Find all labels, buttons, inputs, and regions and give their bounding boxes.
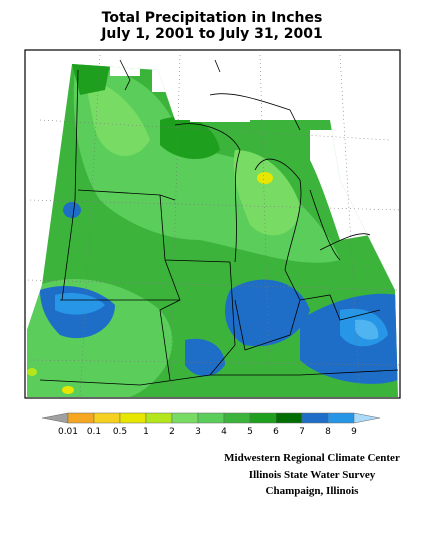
map-subtitle: July 1, 2001 to July 31, 2001 <box>100 26 323 42</box>
legend-swatch <box>223 412 251 424</box>
legend-swatch <box>327 412 355 424</box>
legend-swatch <box>171 412 199 424</box>
legend-swatch <box>119 412 147 424</box>
credit-line: Champaign, Illinois <box>266 485 360 497</box>
legend-tick-label: 3 <box>195 427 201 437</box>
legend: 0.01 0.1 0.5 1 2 3 4 5 6 7 8 9 <box>41 412 381 437</box>
legend-tick-label: 9 <box>351 427 357 437</box>
legend-tick-label: 2 <box>169 427 175 437</box>
legend-tick-label: 5 <box>247 427 253 437</box>
legend-tick-label: 7 <box>299 427 305 437</box>
legend-swatch <box>301 412 329 424</box>
legend-tick-label: 0.1 <box>87 427 101 437</box>
legend-swatch <box>249 412 277 424</box>
map <box>24 49 401 399</box>
credit-line: Midwestern Regional Climate Center <box>224 452 400 464</box>
legend-tick-label: 0.01 <box>58 427 78 437</box>
credit-line: Illinois State Water Survey <box>249 469 376 481</box>
legend-swatch <box>41 412 69 424</box>
legend-swatch <box>145 412 173 424</box>
legend-swatch <box>93 412 121 424</box>
legend-swatch <box>275 412 303 424</box>
legend-tick-label: 6 <box>273 427 279 437</box>
legend-tick-label: 0.5 <box>113 427 127 437</box>
map-title: Total Precipitation in Inches <box>102 10 323 26</box>
legend-swatch <box>67 412 95 424</box>
legend-tick-label: 4 <box>221 427 227 437</box>
legend-tick-label: 1 <box>143 427 149 437</box>
legend-swatch <box>197 412 225 424</box>
legend-tick-label: 8 <box>325 427 331 437</box>
legend-swatch <box>353 412 381 424</box>
